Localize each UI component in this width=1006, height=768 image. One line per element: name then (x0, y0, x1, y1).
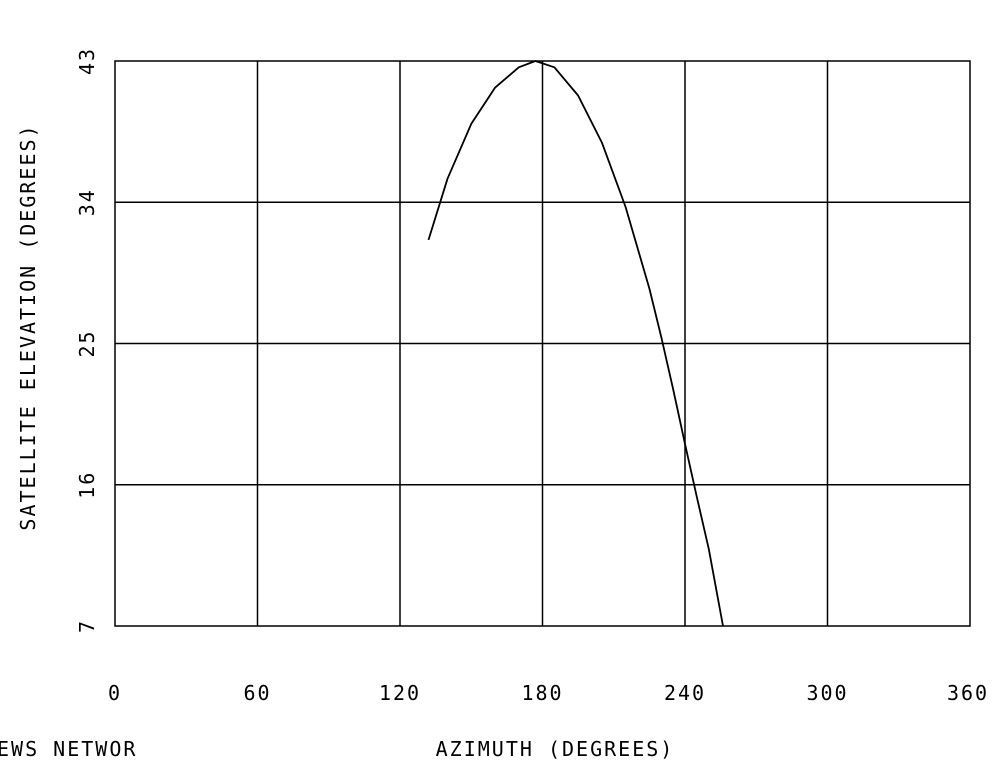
x-tick-label: 0 (108, 681, 122, 705)
x-tick-label: 180 (521, 681, 563, 705)
y-tick-label: 25 (75, 329, 99, 357)
y-axis-label: SATELLITE ELEVATION (DEGREES) (16, 123, 40, 530)
tick-labels: 0 60 120 180 240 300 360 7 16 25 34 43 (75, 47, 989, 705)
x-tick-label: 360 (947, 681, 989, 705)
elevation-curve (427, 60, 724, 627)
x-tick-label: 60 (243, 681, 271, 705)
footer-left-text: EWS NETWOR (0, 737, 137, 761)
x-tick-label: 240 (664, 681, 706, 705)
x-tick-label: 300 (806, 681, 848, 705)
grid-lines (115, 61, 970, 626)
data-line-layer (427, 60, 724, 627)
x-tick-label: 120 (379, 681, 421, 705)
x-axis-label: AZIMUTH (DEGREES) (436, 737, 675, 761)
y-tick-label: 16 (75, 471, 99, 499)
y-tick-label: 34 (75, 188, 99, 216)
y-tick-label: 43 (75, 47, 99, 75)
y-tick-label: 7 (75, 619, 99, 633)
plot-frame (114, 60, 971, 627)
